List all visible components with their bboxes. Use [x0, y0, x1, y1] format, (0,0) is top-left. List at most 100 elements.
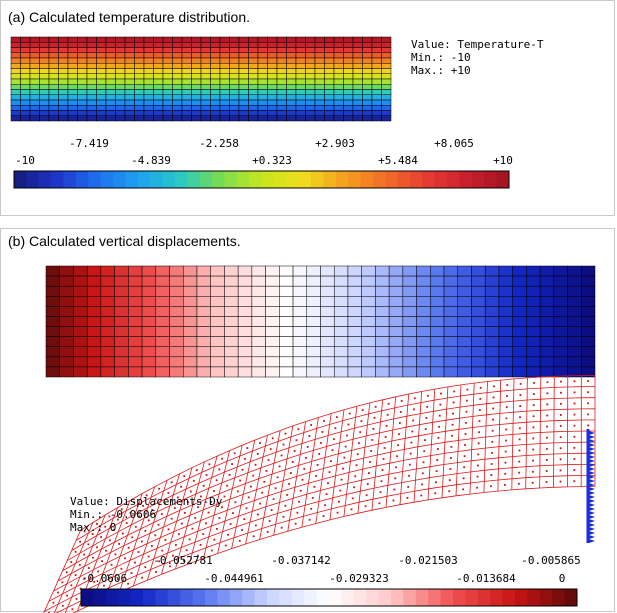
displacement-mesh-cell: [430, 316, 444, 326]
temperature-mesh-cell: [258, 111, 268, 116]
displacement-mesh-cell: [115, 316, 129, 326]
deformed-mesh-node: [259, 503, 261, 505]
temperature-mesh-cell: [372, 116, 382, 121]
temperature-mesh-cell: [334, 58, 344, 63]
temperature-mesh-cell: [154, 105, 164, 110]
displacement-mesh-cell: [170, 327, 184, 337]
support-arrow: [589, 491, 595, 495]
temperature-mesh-cell: [78, 90, 88, 95]
temperature-mesh-cell: [287, 74, 297, 79]
displacement-info: Value: Displacements-Dy Min.: -0.0606 Ma…: [70, 495, 222, 534]
deformed-mesh-node: [244, 458, 246, 460]
displacement-mesh-cell: [142, 306, 156, 316]
temperature-mesh-cell: [78, 48, 88, 53]
temperature-mesh-cell: [230, 111, 240, 116]
deformed-mesh-node: [354, 475, 356, 477]
deformed-mesh-node: [53, 602, 55, 604]
temperature-mesh-cell: [277, 79, 287, 84]
temperature-mesh-cell: [163, 95, 173, 100]
displacement-mesh-cell: [526, 337, 540, 347]
deformed-mesh-node: [237, 491, 239, 493]
deformed-mesh-node: [477, 454, 479, 456]
displacement-mesh-cell: [568, 316, 582, 326]
temperature-colorbar-segment: [274, 171, 287, 188]
deformed-mesh-node: [266, 470, 268, 472]
support-arrow: [589, 459, 595, 463]
deformed-mesh-node: [574, 391, 576, 393]
deformed-mesh-node: [587, 425, 589, 427]
displacement-mesh-cell: [252, 347, 266, 357]
displacement-colorbar-segment: [255, 589, 268, 606]
displacement-mesh-cell: [458, 316, 472, 326]
deformed-mesh-node: [421, 484, 423, 486]
temperature-mesh-cell: [325, 37, 335, 42]
deformed-mesh-node: [546, 448, 548, 450]
temperature-mesh-cell: [173, 69, 183, 74]
deformed-mesh-node: [532, 460, 534, 462]
displacement-mesh-cell: [279, 286, 293, 296]
displacement-mesh-cell: [293, 296, 307, 306]
deformed-mesh-node: [298, 501, 300, 503]
deformed-mesh-node: [343, 457, 345, 459]
temperature-mesh-cell: [363, 116, 373, 121]
deformed-mesh-node: [381, 480, 383, 482]
temperature-mesh-cell: [201, 37, 211, 42]
displacement-mesh-cell: [224, 286, 238, 296]
displacement-mesh-cell: [458, 286, 472, 296]
deformed-mesh-node: [277, 476, 279, 478]
displacement-mesh-cell: [197, 327, 211, 337]
temperature-mesh-cell: [220, 116, 230, 121]
temperature-mesh-cell: [97, 69, 107, 74]
temperature-mesh-cell: [135, 37, 145, 42]
displacement-mesh-cell: [252, 276, 266, 286]
temperature-mesh-cell: [201, 116, 211, 121]
deformed-mesh-node: [239, 540, 241, 542]
temperature-mesh-cell: [249, 37, 259, 42]
deformed-mesh-node: [309, 519, 311, 521]
temperature-mesh-cell: [106, 105, 116, 110]
temperature-mesh-cell: [363, 79, 373, 84]
temperature-mesh-cell: [334, 53, 344, 58]
temperature-mesh-cell: [230, 37, 240, 42]
temperature-mesh-cell: [192, 79, 202, 84]
temperature-mesh-cell: [163, 74, 173, 79]
deformed-mesh-node: [491, 463, 493, 465]
temperature-mesh-cell: [154, 100, 164, 105]
deformed-mesh-node: [83, 554, 85, 556]
temperature-mesh-cell: [40, 95, 50, 100]
temperature-mesh-cell: [106, 111, 116, 116]
deformed-mesh-node: [111, 564, 113, 566]
displacement-mesh-cell: [128, 367, 142, 377]
deformed-mesh-node: [380, 491, 382, 493]
displacement-mesh-cell: [362, 276, 376, 286]
displacement-mesh-cell: [403, 316, 417, 326]
deformed-mesh-node: [281, 455, 283, 457]
temperature-mesh-cell: [220, 37, 230, 42]
deformed-mesh-node: [154, 534, 156, 536]
displacement-mesh-cell: [279, 347, 293, 357]
deformed-mesh-node: [321, 431, 323, 433]
temperature-mesh-cell: [211, 37, 221, 42]
displacement-mesh-cell: [513, 286, 527, 296]
deformed-mesh-node: [358, 442, 360, 444]
displacement-mesh-cell: [170, 347, 184, 357]
displacement-mesh-cell: [513, 276, 527, 286]
temperature-mesh-cell: [211, 79, 221, 84]
temperature-mesh-cell: [11, 116, 21, 121]
temperature-mesh-cell: [306, 58, 316, 63]
displacement-mesh-cell: [430, 327, 444, 337]
temperature-mesh-cell: [30, 105, 40, 110]
temperature-mesh-cell: [154, 84, 164, 89]
displacement-mesh-cell: [430, 306, 444, 316]
temperature-mesh-cell: [144, 116, 154, 121]
deformed-mesh-node: [476, 487, 478, 489]
temperature-mesh-cell: [21, 105, 31, 110]
temperature-mesh-cell: [363, 37, 373, 42]
displacement-mesh-cell: [238, 337, 252, 347]
deformed-mesh-node: [532, 438, 534, 440]
temperature-mesh-cell: [97, 48, 107, 53]
support-arrow: [589, 471, 595, 475]
temperature-mesh-cell: [306, 53, 316, 58]
displacement-mesh-cell: [73, 266, 87, 276]
temperature-mesh-cell: [125, 79, 135, 84]
